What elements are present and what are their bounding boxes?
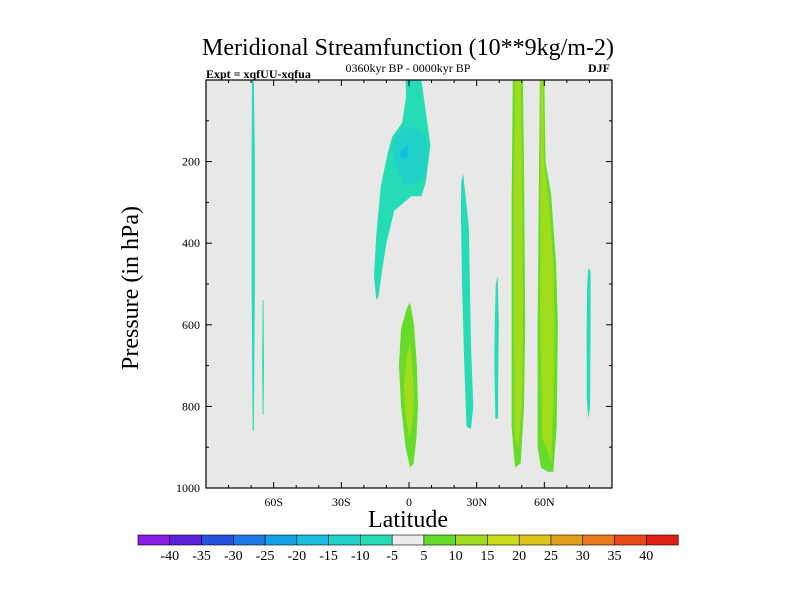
y-axis-label: Pressure (in hPa) xyxy=(118,206,144,370)
colorbar-label: -40 xyxy=(160,549,179,564)
season-label: DJF xyxy=(588,61,610,75)
colorbar: -40 -35 -30 -25 -20 -15 -10 -5 5 10 15 20 25 30 35 40 xyxy=(137,534,679,564)
colorbar-label: -5 xyxy=(386,549,398,564)
colorbar-label: 20 xyxy=(512,549,526,564)
colorbar-swatch xyxy=(423,534,457,546)
x-axis-label: Latitude xyxy=(368,507,448,533)
colorbar-label: -35 xyxy=(192,549,211,564)
contour-region-nh-60-pos-core xyxy=(540,80,555,464)
colorbar-label: -25 xyxy=(256,549,275,564)
contour-region-nh-45-pos-core xyxy=(513,80,523,448)
colorbar-swatch xyxy=(264,534,298,546)
y-tick-label: 1000 xyxy=(176,481,200,495)
colorbar-swatch xyxy=(169,534,203,546)
colorbar-label: -20 xyxy=(287,549,306,564)
colorbar-swatch xyxy=(455,534,489,546)
y-tick-label: 600 xyxy=(182,318,200,332)
chart-title: Meridional Streamfunction (10**9kg/m-2) xyxy=(202,35,614,61)
colorbar-swatch xyxy=(391,534,425,546)
colorbar-swatch xyxy=(137,534,171,546)
contour-region-tropical-upper-neg-inner xyxy=(400,145,409,160)
colorbar-swatch xyxy=(550,534,584,546)
y-tick-label: 200 xyxy=(182,155,200,169)
colorbar-swatch xyxy=(614,534,647,546)
colorbar-swatch xyxy=(360,534,393,546)
contour-region-nh-30-40-neg xyxy=(494,275,499,419)
experiment-label: Expt = xqfUU-xqfua xyxy=(206,67,311,81)
x-tick-label: 0 xyxy=(406,495,412,509)
colorbar-label: 10 xyxy=(449,549,463,564)
colorbar-label: -15 xyxy=(319,549,338,564)
colorbar-label: 40 xyxy=(639,549,653,564)
colorbar-swatch xyxy=(232,534,266,546)
colorbar-swatch xyxy=(582,534,616,546)
colorbar-swatch xyxy=(518,534,552,546)
contour-region-sh-high-lat-band xyxy=(251,80,255,431)
time-range-label: 0360kyr BP - 0000kyr BP xyxy=(346,61,471,75)
colorbar-label: -30 xyxy=(224,549,243,564)
plot-area: 60S 30S 0 30N 60N 200 400 600 800 1000 xyxy=(176,79,613,509)
x-tick-label: 30N xyxy=(466,495,487,509)
x-tick-label: 60N xyxy=(534,495,555,509)
colorbar-swatch xyxy=(328,534,361,546)
colorbar-label: 15 xyxy=(480,549,494,564)
contour-regions xyxy=(251,80,591,472)
y-tick-label: 400 xyxy=(182,236,200,250)
x-tick-label: 30S xyxy=(332,495,351,509)
colorbar-label: 5 xyxy=(420,549,427,564)
x-tick-label: 60S xyxy=(264,495,283,509)
colorbar-label: 35 xyxy=(607,549,621,564)
contour-region-equatorial-low-pos-core xyxy=(403,341,414,439)
contour-region-nh-subtropical-neg xyxy=(460,173,474,429)
axis-ticks: 60S 30S 0 30N 60N 200 400 600 800 1000 xyxy=(176,80,612,509)
contour-region-sh-high-lat-thin xyxy=(262,300,264,415)
y-tick-label: 800 xyxy=(182,399,200,413)
colorbar-label: -10 xyxy=(351,549,370,564)
colorbar-label: 30 xyxy=(576,549,590,564)
contour-region-nh-high-lat-neg xyxy=(586,267,591,419)
contour-region-tropical-upper-neg-core xyxy=(392,126,429,187)
colorbar-swatch xyxy=(201,534,234,546)
colorbar-label: 25 xyxy=(544,549,558,564)
colorbar-swatch xyxy=(487,534,520,546)
colorbar-swatch xyxy=(645,534,679,546)
colorbar-swatch xyxy=(296,534,330,546)
